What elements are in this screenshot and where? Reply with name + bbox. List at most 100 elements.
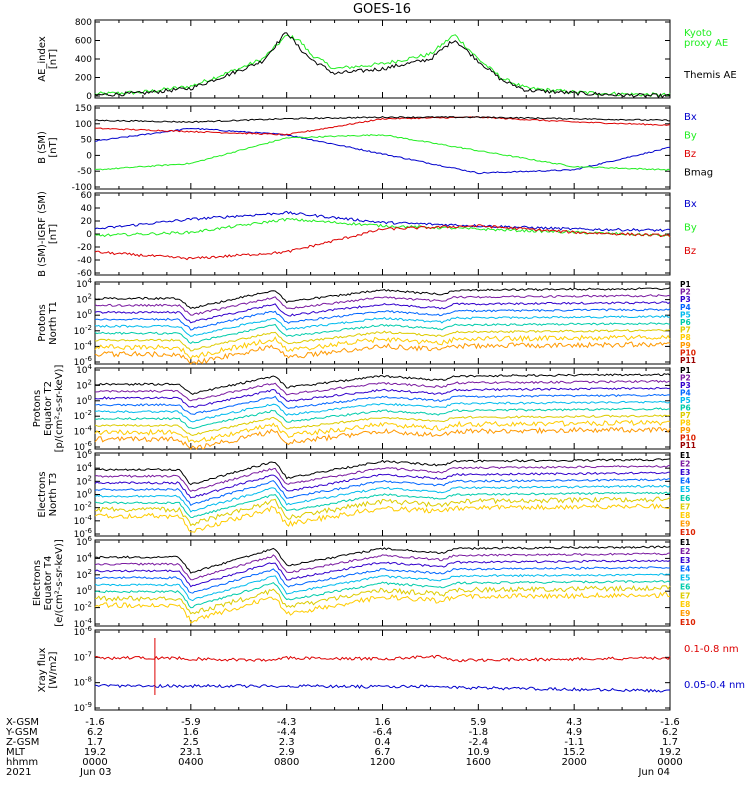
y-tick-label: 100 <box>76 308 92 321</box>
channel-label: E3 <box>680 468 690 477</box>
ephemeris-value: 15.2 <box>563 747 585 758</box>
tick-exponent: -6 <box>85 355 93 363</box>
series-line <box>94 32 671 99</box>
ephemeris-value: 0000 <box>657 757 682 768</box>
panel-frame <box>94 367 671 450</box>
legend-entry: Bz <box>684 246 696 257</box>
ephemeris-value: 0400 <box>178 757 203 768</box>
tick-base: 10 <box>76 451 88 461</box>
ephemeris-row-label: MLT <box>6 747 26 758</box>
tick-exponent: 0 <box>88 488 92 496</box>
channel-label: E9 <box>680 609 690 618</box>
tick-base: 10 <box>76 477 88 487</box>
ephemeris-value: 6.2 <box>662 727 678 738</box>
ephemeris-value: 1.7 <box>662 737 678 748</box>
channel-label: E8 <box>680 511 690 520</box>
figure-title: GOES-16 <box>353 2 411 17</box>
flux-line <box>94 503 671 533</box>
channel-label: E10 <box>680 618 696 627</box>
ephemeris-value: -1.1 <box>564 737 584 748</box>
tick-base: 10 <box>76 464 88 474</box>
tick-base: 10 <box>74 504 86 514</box>
ephemeris-value: 23.1 <box>180 747 202 758</box>
channel-label: P2 <box>680 374 691 383</box>
channel-label: P6 <box>680 318 691 327</box>
ephemeris-value: Jun 04 <box>637 767 670 778</box>
tick-base: 10 <box>76 381 88 391</box>
flux-line <box>94 580 671 609</box>
flux-line <box>94 573 671 602</box>
flux-line <box>94 566 671 594</box>
y-tick-label: 10-6 <box>74 527 93 540</box>
tick-base: 10 <box>74 412 86 422</box>
tick-exponent: -2 <box>85 324 92 332</box>
ephemeris-value: -2.4 <box>469 737 489 748</box>
series-line <box>94 127 670 175</box>
tick-exponent: -6 <box>85 527 93 535</box>
ephemeris-value: 0000 <box>82 757 107 768</box>
y-axis-label: [p/(cm²-s-sr-keV)] <box>54 365 65 453</box>
tick-exponent: 2 <box>88 293 92 301</box>
y-tick-label: -100 <box>72 183 93 193</box>
y-tick-label: 100 <box>76 584 92 597</box>
channel-label: E7 <box>680 502 690 511</box>
y-tick-label: 10-8 <box>74 676 92 689</box>
tick-exponent: 2 <box>88 568 92 576</box>
tick-base: 10 <box>74 428 86 438</box>
flux-line <box>94 491 671 519</box>
series-line <box>95 217 671 238</box>
ephemeris-value: Jun 03 <box>79 767 112 778</box>
y-tick-label: 400 <box>75 55 92 65</box>
channel-label: E2 <box>680 460 690 469</box>
channel-label: E10 <box>680 528 696 537</box>
ephemeris-value: -1.6 <box>85 717 105 728</box>
channel-label: P3 <box>680 381 691 390</box>
channel-label: P6 <box>680 404 691 413</box>
panel-bsm: 150 100 50 0 -50 -100 B (SM) [nT] Bx By Bz Bmag <box>37 104 713 193</box>
y-axis-label: North T3 <box>48 473 59 517</box>
y-tick-label: 10-9 <box>74 701 92 714</box>
tick-base: 10 <box>74 604 86 614</box>
tick-base: 10 <box>76 311 88 321</box>
y-axis-label: AE_index <box>37 36 48 82</box>
y-axis-label: Equator T2 <box>43 381 54 436</box>
channel-label: P10 <box>680 434 696 443</box>
channel-label: E4 <box>680 477 690 486</box>
tick-base: 10 <box>74 342 86 352</box>
flux-line <box>94 400 671 423</box>
tick-exponent: 0 <box>88 308 92 316</box>
y-axis-label: [nT] <box>48 137 59 157</box>
tick-exponent: 2 <box>88 378 92 386</box>
y-axis-label: [W/m2] <box>48 651 59 688</box>
ephemeris-value: 1200 <box>370 757 395 768</box>
tick-exponent: -4 <box>85 617 93 625</box>
tick-exponent: -2 <box>85 601 92 609</box>
ephemeris-value: -5.9 <box>181 717 201 728</box>
y-tick-label: 104 <box>76 363 92 376</box>
channel-label: P2 <box>680 288 691 297</box>
ephemeris-value: -4.3 <box>277 717 297 728</box>
tick-base: 10 <box>76 366 88 376</box>
tick-base: 10 <box>76 491 88 501</box>
flux-line <box>94 386 671 408</box>
channel-label: E8 <box>680 600 690 609</box>
legend-entry: By <box>684 222 697 233</box>
y-tick-label: 104 <box>76 461 92 474</box>
ephemeris-table: X-GSMY-GSMZ-GSMMLThhmm2021-1.66.21.719.2… <box>5 717 683 778</box>
channel-label: P5 <box>680 396 691 405</box>
y-tick-label: -40 <box>77 256 92 266</box>
tick-exponent: 4 <box>88 551 93 559</box>
y-tick-label: 0 <box>86 151 92 161</box>
flux-line <box>94 322 671 345</box>
ephemeris-row-label: Z-GSM <box>6 737 39 748</box>
y-tick-label: 10-4 <box>74 514 93 527</box>
ephemeris-value: 19.2 <box>659 747 681 758</box>
tick-exponent: 6 <box>88 448 93 456</box>
y-axis-label: [e/(cm²-s-sr-keV)] <box>54 539 65 627</box>
y-tick-label: 104 <box>76 277 92 290</box>
tick-base: 10 <box>74 517 86 527</box>
channel-label: P5 <box>680 310 691 319</box>
